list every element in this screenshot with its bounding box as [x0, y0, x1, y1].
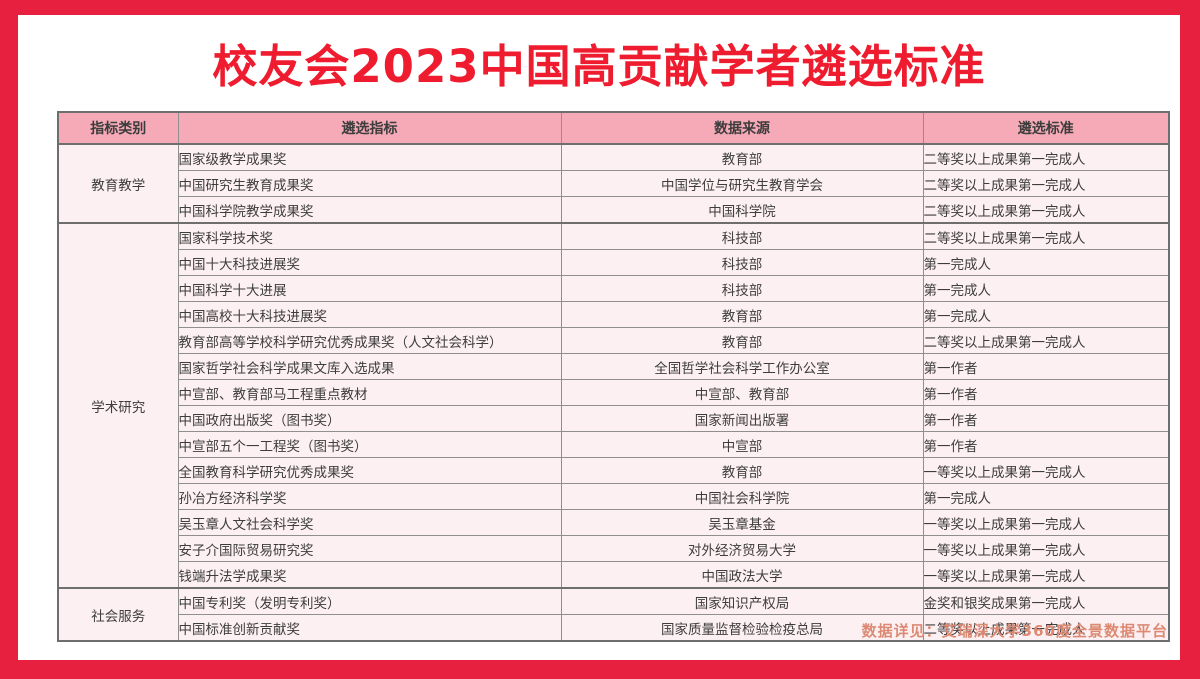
source-cell: 科技部: [560, 249, 924, 276]
indicator-cell: 中国政府出版奖（图书奖）: [177, 405, 562, 432]
table-row: 教育部高等学校科学研究优秀成果奖（人文社会科学） 教育部 二等奖以上成果第一完成人: [58, 327, 1170, 354]
header-category: 指标类别: [57, 111, 179, 145]
criteria-table-wrap: 指标类别 遴选指标 数据来源 遴选标准 教育教学 国家级教学成果奖 教育部 二等奖以上…: [57, 111, 1170, 642]
criteria-cell: 第一作者: [922, 405, 1170, 432]
indicator-cell: 中国十大科技进展奖: [177, 249, 562, 276]
criteria-cell: 第一完成人: [922, 483, 1170, 510]
page-title: 校友会2023中国高贡献学者遴选标准: [212, 40, 986, 93]
source-cell: 教育部: [560, 327, 924, 354]
table-row: 中国科学十大进展 科技部 第一完成人: [58, 275, 1170, 302]
indicator-cell: 中宣部、教育部马工程重点教材: [177, 379, 562, 406]
indicator-cell: 孙冶方经济科学奖: [177, 483, 562, 510]
criteria-table: 指标类别 遴选指标 数据来源 遴选标准 教育教学 国家级教学成果奖 教育部 二等奖以上…: [57, 111, 1170, 642]
table-row: 中国政府出版奖（图书奖） 国家新闻出版署 第一作者: [58, 405, 1170, 432]
indicator-cell: 吴玉章人文社会科学奖: [177, 509, 562, 536]
table-row: 国家哲学社会科学成果文库入选成果 全国哲学社会科学工作办公室 第一作者: [58, 353, 1170, 380]
indicator-cell: 中国研究生教育成果奖: [177, 170, 562, 197]
table-row: 中国标准创新贡献奖 国家质量监督检验检疫总局 二等奖以上成果第一完成人: [58, 614, 1170, 642]
indicator-cell: 中国高校十大科技进展奖: [177, 301, 562, 328]
source-cell: 科技部: [560, 222, 924, 250]
source-cell: 国家知识产权局: [560, 587, 924, 615]
source-cell: 中国学位与研究生教育学会: [560, 170, 924, 197]
indicator-cell: 国家级教学成果奖: [177, 143, 562, 171]
table-row: 学术研究 国家科学技术奖 科技部 二等奖以上成果第一完成人: [57, 222, 1170, 589]
criteria-cell: 金奖和银奖成果第一完成人: [922, 587, 1170, 615]
table-row: 孙冶方经济科学奖 中国社会科学院 第一完成人: [58, 483, 1170, 510]
table-row: 中宣部、教育部马工程重点教材 中宣部、教育部 第一作者: [58, 379, 1170, 406]
source-cell: 国家新闻出版署: [560, 405, 924, 432]
indicator-cell: 钱端升法学成果奖: [177, 561, 562, 589]
table-row: 中宣部五个一工程奖（图书奖） 中宣部 第一作者: [58, 431, 1170, 458]
source-cell: 中国政法大学: [560, 561, 924, 589]
table-row: 中国研究生教育成果奖 中国学位与研究生教育学会 二等奖以上成果第一完成人: [58, 170, 1170, 197]
indicator-cell: 全国教育科学研究优秀成果奖: [177, 457, 562, 484]
source-cell: 教育部: [560, 301, 924, 328]
criteria-cell: 二等奖以上成果第一完成人: [922, 222, 1170, 250]
criteria-cell: 一等奖以上成果第一完成人: [922, 561, 1170, 589]
indicator-cell: 中国专利奖（发明专利奖）: [177, 587, 562, 615]
source-cell: 中宣部: [560, 431, 924, 458]
source-cell: 对外经济贸易大学: [560, 535, 924, 562]
source-cell: 教育部: [560, 457, 924, 484]
indicator-cell: 中国标准创新贡献奖: [177, 614, 562, 642]
footer-note: 数据详见：艾瑞深大学360度全景数据平台: [861, 622, 1168, 640]
table-row: 社会服务 中国专利奖（发明专利奖） 国家知识产权局 金奖和银奖成果第一完成人: [57, 587, 1170, 642]
indicator-cell: 国家哲学社会科学成果文库入选成果: [177, 353, 562, 380]
category-cell: 社会服务: [57, 587, 179, 642]
criteria-table-body: 教育教学 国家级教学成果奖 教育部 二等奖以上成果第一完成人 中国研究生教育成果奖 中国学…: [57, 143, 1170, 642]
table-row: 中国十大科技进展奖 科技部 第一完成人: [58, 249, 1170, 276]
table-row: 吴玉章人文社会科学奖 吴玉章基金 一等奖以上成果第一完成人: [58, 509, 1170, 536]
table-row: 钱端升法学成果奖 中国政法大学 一等奖以上成果第一完成人: [58, 561, 1170, 589]
source-cell: 科技部: [560, 275, 924, 302]
indicator-cell: 国家科学技术奖: [177, 222, 562, 250]
criteria-cell: 二等奖以上成果第一完成人: [922, 614, 1170, 642]
source-cell: 中国社会科学院: [560, 483, 924, 510]
criteria-cell: 二等奖以上成果第一完成人: [922, 196, 1170, 224]
criteria-cell: 第一完成人: [922, 301, 1170, 328]
indicator-cell: 中国科学十大进展: [177, 275, 562, 302]
source-cell: 吴玉章基金: [560, 509, 924, 536]
criteria-cell: 一等奖以上成果第一完成人: [922, 535, 1170, 562]
criteria-cell: 第一作者: [922, 431, 1170, 458]
header-criteria: 遴选标准: [922, 111, 1170, 145]
table-row: 中国科学院教学成果奖 中国科学院 二等奖以上成果第一完成人: [58, 196, 1170, 224]
header-indicator: 遴选指标: [177, 111, 562, 145]
table-row: 教育教学 国家级教学成果奖 教育部 二等奖以上成果第一完成人: [57, 143, 1170, 224]
criteria-cell: 第一完成人: [922, 275, 1170, 302]
criteria-cell: 第一作者: [922, 379, 1170, 406]
criteria-cell: 第一完成人: [922, 249, 1170, 276]
criteria-cell: 二等奖以上成果第一完成人: [922, 143, 1170, 171]
criteria-cell: 第一作者: [922, 353, 1170, 380]
category-cell: 教育教学: [57, 143, 179, 224]
header-source: 数据来源: [560, 111, 924, 145]
source-cell: 中国科学院: [560, 196, 924, 224]
table-row: 安子介国际贸易研究奖 对外经济贸易大学 一等奖以上成果第一完成人: [58, 535, 1170, 562]
source-cell: 教育部: [560, 143, 924, 171]
poster-page: 校友会2023中国高贡献学者遴选标准 指标类别 遴选指标 数据来源 遴选标准 教…: [18, 15, 1180, 660]
category-cell: 学术研究: [57, 222, 179, 589]
source-cell: 中宣部、教育部: [560, 379, 924, 406]
criteria-cell: 一等奖以上成果第一完成人: [922, 457, 1170, 484]
criteria-cell: 二等奖以上成果第一完成人: [922, 170, 1170, 197]
indicator-cell: 教育部高等学校科学研究优秀成果奖（人文社会科学）: [177, 327, 562, 354]
criteria-cell: 二等奖以上成果第一完成人: [922, 327, 1170, 354]
indicator-cell: 安子介国际贸易研究奖: [177, 535, 562, 562]
table-row: 中国高校十大科技进展奖 教育部 第一完成人: [58, 301, 1170, 328]
table-row: 全国教育科学研究优秀成果奖 教育部 一等奖以上成果第一完成人: [58, 457, 1170, 484]
indicator-cell: 中国科学院教学成果奖: [177, 196, 562, 224]
source-cell: 全国哲学社会科学工作办公室: [560, 353, 924, 380]
indicator-cell: 中宣部五个一工程奖（图书奖）: [177, 431, 562, 458]
criteria-cell: 一等奖以上成果第一完成人: [922, 509, 1170, 536]
header-row: 指标类别 遴选指标 数据来源 遴选标准: [57, 111, 1170, 145]
